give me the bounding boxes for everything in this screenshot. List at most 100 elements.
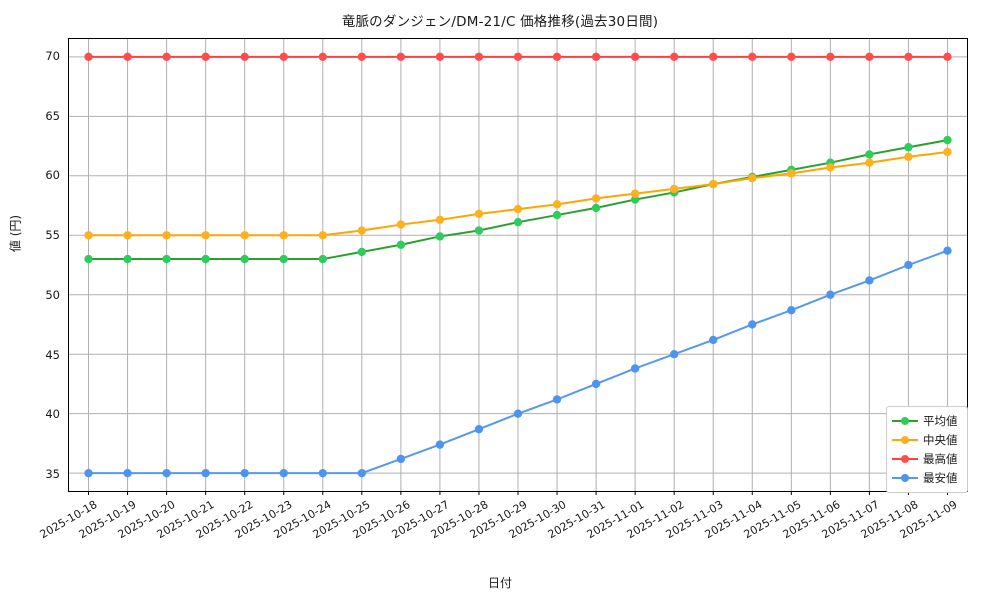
data-point-marker [435,232,445,241]
data-point-marker [826,52,835,62]
legend-swatch-icon [892,415,918,427]
y-axis-tick-label: 70 [45,48,60,63]
data-point-marker [865,52,874,62]
data-point-marker [279,52,288,62]
legend-swatch-icon [892,472,918,484]
chart-title: 竜脈のダンジェン/DM-21/C 価格推移(過去30日間) [341,14,659,30]
data-point-marker [709,335,718,345]
data-point-marker [552,395,562,404]
data-point-marker [435,52,445,62]
data-point-marker [435,440,445,449]
data-point-marker [630,364,640,373]
data-point-marker [748,320,757,329]
data-point-marker [630,52,640,62]
data-point-marker [123,468,132,478]
data-series-layer [84,52,952,478]
series-line [87,139,949,261]
data-point-marker [787,306,796,315]
data-point-marker [591,203,601,213]
data-point-marker [904,260,913,270]
data-point-marker [123,254,132,264]
legend-label: 平均値 [923,413,958,428]
data-point-marker [240,254,249,264]
data-point-marker [435,215,445,224]
data-point-marker [787,52,796,62]
x-axis-label: 日付 [487,576,512,590]
data-point-marker [318,254,327,264]
data-point-marker [357,52,367,62]
data-point-marker [201,231,210,240]
data-point-marker [513,52,523,62]
x-axis-tick-labels: 2025-10-18 2025-10-19 2025-10-20 2025-10-21… [37,492,968,572]
data-point-marker [669,184,679,194]
legend-label: 最高値 [923,451,958,466]
data-point-marker [943,246,952,255]
data-point-marker [826,290,835,299]
chart-legend: 平均値中央値最高値最安値 [886,406,968,493]
data-point-marker [591,52,601,62]
data-point-marker [630,195,640,204]
y-axis-tick-label: 60 [45,168,60,183]
data-point-marker [84,468,93,478]
legend-item-最高値[interactable]: 最高値 [892,449,962,468]
data-point-marker [357,468,367,478]
data-point-marker [240,468,249,478]
data-point-marker [630,189,640,198]
data-point-marker [709,179,718,189]
data-point-marker [748,52,757,62]
data-point-marker [318,52,327,62]
data-point-marker [474,226,484,235]
data-point-marker [396,240,406,249]
series-line [87,249,949,475]
data-point-marker [552,52,562,62]
legend-swatch-icon [892,453,918,465]
series-平均値 [84,135,952,264]
data-point-marker [943,147,952,157]
data-point-marker [474,424,484,434]
series-最安値 [84,246,952,478]
data-point-marker [84,254,93,264]
data-point-marker [84,52,93,62]
y-axis-tick-label: 50 [45,287,60,302]
data-point-marker [826,163,835,172]
data-point-marker [474,52,484,62]
data-point-marker [513,204,523,214]
legend-item-最安値[interactable]: 最安値 [892,468,962,487]
data-point-marker [84,231,93,240]
data-point-marker [240,231,249,240]
data-point-marker [943,52,952,62]
data-point-marker [669,350,679,359]
data-point-marker [748,173,757,183]
data-point-marker [318,468,327,478]
data-point-marker [669,52,679,62]
data-point-marker [865,150,874,159]
data-point-marker [162,52,171,62]
data-point-marker [357,247,367,257]
data-point-marker [123,52,132,62]
y-axis-tick-label: 35 [45,467,60,482]
legend-swatch-icon [892,434,918,446]
data-point-marker [865,276,874,285]
data-point-marker [201,254,210,264]
y-axis-tick-label: 45 [45,347,60,362]
series-最高値 [84,52,952,62]
data-point-marker [513,409,523,418]
data-point-marker [904,143,913,152]
legend-label: 最安値 [923,470,958,485]
plot-area [68,38,968,495]
data-point-marker [591,379,601,389]
data-point-marker [552,200,562,209]
data-point-marker [396,454,406,464]
data-point-marker [279,254,288,264]
data-point-marker [513,217,523,227]
legend-item-平均値[interactable]: 平均値 [892,411,962,430]
data-point-marker [591,194,601,203]
data-point-marker [787,169,796,178]
legend-item-中央値[interactable]: 中央値 [892,430,962,449]
data-point-marker [865,158,874,167]
data-point-marker [123,231,132,240]
data-point-marker [396,52,406,62]
data-point-marker [279,468,288,478]
data-point-marker [162,254,171,264]
